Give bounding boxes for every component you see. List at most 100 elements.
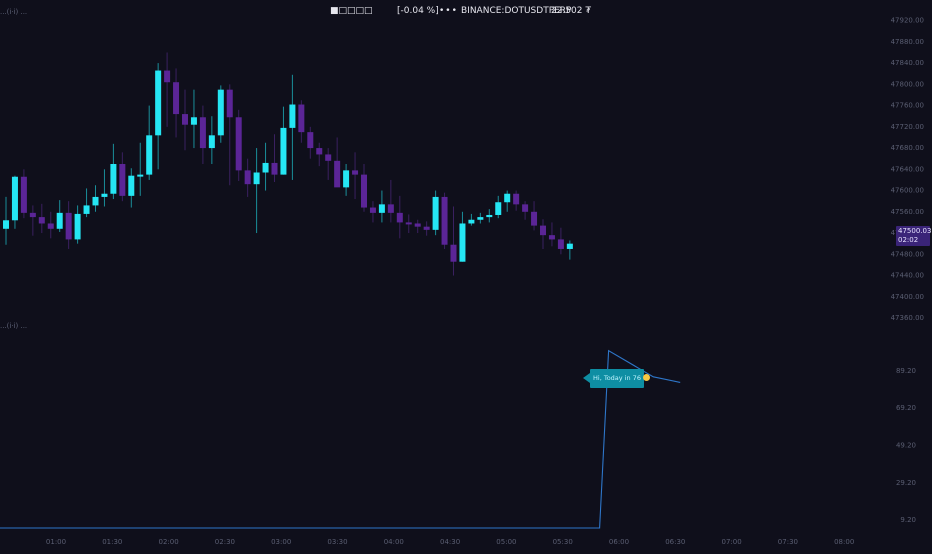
time-axis-label: 03:30 — [327, 538, 347, 546]
current-price-value: 47500.03 — [898, 227, 932, 235]
candle-body — [316, 148, 323, 155]
bar-countdown: 02:02 — [898, 236, 919, 244]
candle-body — [173, 82, 180, 115]
candle-body — [128, 175, 135, 196]
candle-body — [244, 170, 251, 185]
candle-body — [137, 174, 144, 177]
price-axis-label: 47680.00 — [891, 144, 924, 152]
top-panel-label: ...(i·i) ... — [0, 8, 28, 16]
candle-body — [226, 89, 233, 118]
price-axis-label: 47360.00 — [891, 314, 924, 322]
time-axis-label: 05:00 — [496, 538, 516, 546]
candle-body — [235, 117, 242, 171]
time-axis-label: 01:30 — [102, 538, 122, 546]
price-axis-label: 47880.00 — [891, 38, 924, 46]
time-axis-label: 03:00 — [271, 538, 291, 546]
indicator-axis-label: 89.20 — [896, 367, 916, 375]
sunglasses-emoji-icon — [642, 374, 650, 381]
candle-body — [101, 193, 108, 197]
candle-body — [289, 104, 296, 128]
candle-body — [387, 204, 394, 213]
candle-body — [217, 89, 224, 136]
indicator-axis-label: 69.20 — [896, 404, 916, 412]
progress-indicator: ■□□□□ — [330, 6, 373, 16]
candle-body — [352, 170, 359, 175]
candle-body — [522, 204, 529, 212]
time-axis-label: 08:00 — [834, 538, 854, 546]
candle-body — [280, 127, 287, 175]
candle-body — [199, 117, 206, 149]
candle-body — [441, 196, 448, 245]
time-axis-label: 06:30 — [665, 538, 685, 546]
candle-body — [92, 196, 99, 206]
indicator-callout: Hi, Today in 76 — [583, 369, 650, 388]
candle-body — [208, 135, 215, 149]
candle-body — [531, 211, 538, 226]
time-axis-label: 07:30 — [778, 538, 798, 546]
last-price: 22.502 ₮ — [551, 6, 592, 16]
time-axis-label: 07:00 — [722, 538, 742, 546]
candle-body — [566, 243, 573, 249]
price-axis-label: 47400.00 — [891, 293, 924, 301]
time-axis-label: 05:30 — [553, 538, 573, 546]
bottom-panel-label: ...(i·i) ... — [0, 322, 28, 330]
candle-body — [83, 205, 90, 214]
candle-body — [164, 70, 171, 83]
price-axis-label: 47600.00 — [891, 187, 924, 195]
current-price-tag: 47500.03 02:02 — [896, 226, 932, 246]
candle-body — [110, 164, 117, 194]
indicator-axis-label: 9.20 — [900, 516, 916, 524]
candle-body — [262, 162, 269, 173]
candle-body — [486, 214, 493, 218]
candle-body — [3, 220, 9, 229]
candle-body — [11, 176, 18, 221]
candle-body — [343, 170, 350, 188]
candle-body — [47, 223, 54, 229]
indicator-line — [0, 349, 681, 529]
candle-body — [56, 212, 63, 229]
candle-body — [432, 196, 439, 230]
candle-body — [513, 193, 520, 205]
price-axis-label: 47920.00 — [891, 17, 924, 25]
candle-body — [334, 160, 341, 188]
time-axis-label: 04:00 — [384, 538, 404, 546]
dots-icon: ••• — [439, 6, 458, 16]
price-axis-label: 47800.00 — [891, 80, 924, 88]
candle-body — [423, 226, 430, 230]
candle-body — [557, 239, 564, 249]
time-axis-label: 06:00 — [609, 538, 629, 546]
candle-body — [190, 117, 197, 125]
candle-body — [477, 217, 484, 220]
time-axis-label: 04:30 — [440, 538, 460, 546]
candle-body — [146, 135, 153, 175]
price-axis-label: 47840.00 — [891, 59, 924, 67]
callout-text: Hi, Today in 76 — [593, 374, 641, 382]
candle-body — [459, 223, 466, 262]
candle-body — [361, 174, 367, 208]
candle-body — [307, 132, 314, 149]
candle-body — [29, 212, 36, 218]
candle-body — [396, 212, 403, 223]
price-axis-label: 47480.00 — [891, 250, 924, 258]
candle-body — [414, 223, 421, 227]
candle-body — [65, 212, 72, 240]
candle-body — [325, 154, 332, 161]
candle-body — [271, 162, 278, 175]
header-bar: ■□□□□ [-0.04 %] ••• BINANCE:DOTUSDTPERP … — [0, 4, 932, 20]
indicator-axis-label: 49.20 — [896, 441, 916, 449]
candle-body — [74, 213, 81, 240]
candle-body — [369, 207, 376, 213]
price-change: [-0.04 %] — [397, 6, 439, 16]
candle-body — [20, 176, 27, 213]
candle-body — [378, 204, 385, 213]
candle-body — [155, 70, 162, 136]
time-axis-label: 02:30 — [215, 538, 235, 546]
candle-body — [298, 104, 305, 133]
price-axis-label: 47720.00 — [891, 123, 924, 131]
candle-body — [540, 225, 546, 236]
candle-body — [548, 235, 555, 240]
price-axis-label: 47760.00 — [891, 102, 924, 110]
time-axis-label: 01:00 — [46, 538, 66, 546]
